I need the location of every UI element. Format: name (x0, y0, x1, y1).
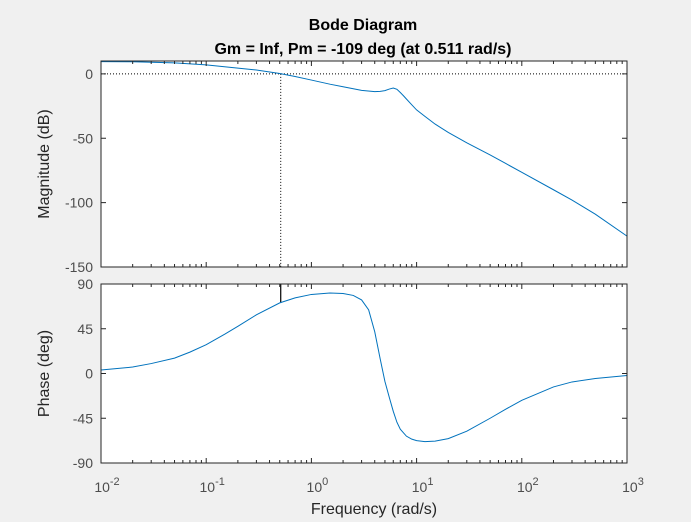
phase-axes-border (100, 283, 628, 464)
phase-y-tick-labels: 90 45 0 -45 -90 (73, 276, 93, 471)
frequency-x-axis-label: Frequency (rad/s) (311, 501, 437, 518)
magnitude-plot-area (101, 61, 627, 267)
y-tick-label: -90 (73, 455, 93, 471)
magnitude-axes: 0 -50 -100 -150 Magnitude (dB) (36, 60, 628, 275)
magnitude-reference-lines (101, 73, 627, 267)
phase-y-axis-label: Phase (deg) (36, 330, 53, 417)
x-tick-label: 103 (622, 476, 644, 495)
phase-axes: 90 45 0 -45 -90 10-2 10-1 100 101 102 103 Phase (… (36, 276, 644, 518)
chart-subtitle: Gm = Inf, Pm = -109 deg (at 0.511 rad/s) (214, 41, 511, 58)
y-tick-label: -150 (65, 259, 93, 275)
y-tick-label: 90 (77, 276, 93, 292)
magnitude-axes-border (100, 60, 628, 268)
x-tick-label: 101 (412, 476, 434, 495)
x-tick-label: 10-2 (94, 476, 119, 495)
x-tick-label: 10-1 (200, 476, 225, 495)
magnitude-y-tick-labels: 0 -50 -100 -150 (65, 66, 93, 275)
phase-plot-area (101, 284, 627, 463)
chart-title: Bode Diagram (309, 17, 417, 34)
magnitude-y-axis-label: Magnitude (dB) (36, 109, 53, 218)
phase-series-line (100, 292, 628, 443)
x-tick-label: 102 (517, 476, 539, 495)
y-tick-label: 0 (85, 66, 93, 82)
magnitude-series-line (100, 61, 628, 237)
frequency-x-tick-labels: 10-2 10-1 100 101 102 103 (94, 476, 644, 495)
x-tick-label: 100 (307, 476, 329, 495)
y-tick-label: -50 (73, 130, 93, 146)
y-tick-label: 45 (77, 321, 93, 337)
y-tick-label: -100 (65, 195, 93, 211)
y-tick-label: -45 (73, 410, 93, 426)
y-tick-label: 0 (85, 366, 93, 382)
